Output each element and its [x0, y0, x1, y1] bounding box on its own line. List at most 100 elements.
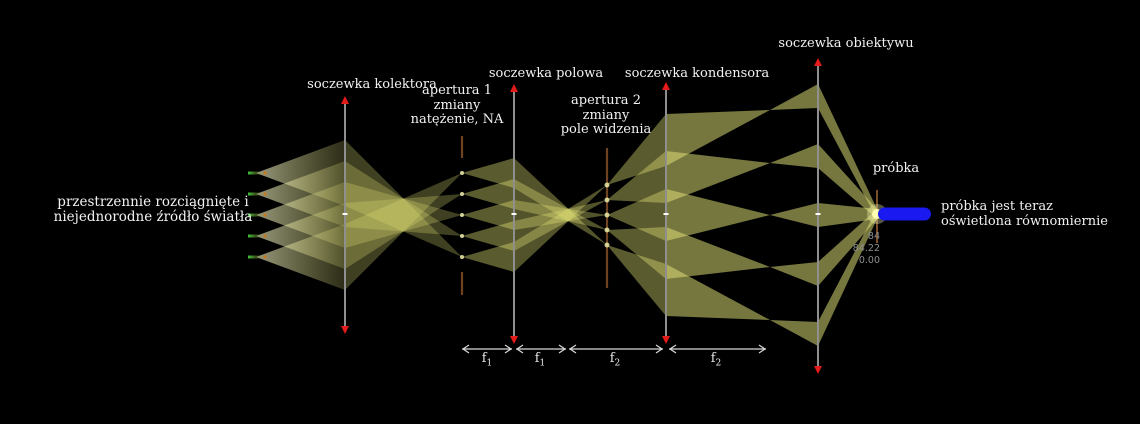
aperture-2-label-line3: pole widzenia: [560, 122, 652, 137]
aperture-1-label-line1: apertura 1: [422, 83, 492, 98]
focus-spot: [604, 227, 610, 233]
ray-band: [462, 242, 514, 272]
objective-handle-top[interactable]: [814, 58, 822, 66]
source-dot: [263, 192, 267, 196]
ray-band: [607, 189, 666, 241]
condenser-handle-top[interactable]: [662, 82, 670, 90]
source-point[interactable]: [248, 192, 263, 196]
field-handle-bottom[interactable]: [510, 336, 518, 344]
ray-band: [666, 84, 818, 166]
aperture-2-label-line2: zmiany: [582, 107, 630, 123]
arrowhead-right: [558, 344, 567, 354]
collector-handle-bottom[interactable]: [341, 326, 349, 334]
focus-spot: [460, 255, 464, 259]
ray-band: [462, 221, 514, 251]
lens-center-mark: [511, 213, 517, 215]
focus-spot: [604, 212, 610, 218]
objective-to-sample: [818, 84, 877, 346]
aperture1-to-field: [462, 158, 514, 272]
readout-line2: 84.22: [852, 243, 880, 254]
ray-band: [345, 182, 462, 248]
arrowhead-left: [568, 344, 577, 354]
focus-spot: [460, 234, 464, 238]
field-lens-label: soczewka polowa: [488, 66, 604, 81]
condenser-to-objective: [666, 84, 818, 346]
readout-line3: 0.00: [858, 255, 880, 266]
source-point[interactable]: [248, 213, 263, 217]
lens-center-marks: [342, 213, 821, 215]
ray-band: [514, 158, 607, 245]
ray-band: [666, 144, 818, 203]
lens-center-mark: [815, 213, 821, 215]
objective-handle-bottom[interactable]: [814, 366, 822, 374]
distance-label-f2b: f2: [710, 351, 722, 371]
source-point[interactable]: [248, 234, 263, 238]
aperture-1-label-line3: natężenie, NA: [410, 112, 504, 127]
f-base: f: [710, 351, 716, 366]
arrowhead-left: [461, 344, 470, 354]
distance-label-f1b: f1: [534, 351, 546, 371]
arrowhead-right: [504, 344, 513, 354]
f-sub: 2: [614, 358, 621, 369]
focus-spot: [604, 242, 610, 248]
source-points: [248, 171, 267, 259]
collector-handle-top[interactable]: [341, 96, 349, 104]
coordinate-readout: 84 84.22 0.00: [810, 231, 880, 267]
distance-arrows: [461, 344, 767, 354]
focus-spot: [604, 197, 610, 203]
field-to-aperture2: [514, 158, 607, 272]
result-description-label: próbka jest teraz oświetlona równomierni…: [941, 199, 1108, 229]
ray-band: [345, 140, 462, 257]
ray-band: [514, 200, 607, 230]
source-dot: [263, 255, 267, 259]
f-sub: 1: [486, 358, 493, 369]
lens-handles: [341, 58, 822, 374]
ray-band: [607, 114, 666, 185]
aperture-1-label-line2: zmiany: [433, 97, 481, 113]
field-handle-top[interactable]: [510, 84, 518, 92]
focus-spot: [460, 213, 464, 217]
lens-center-mark: [663, 213, 669, 215]
ray-band: [462, 179, 514, 209]
ray-band: [818, 203, 877, 227]
f-base: f: [481, 351, 487, 366]
ray-fan: [256, 224, 345, 290]
focus-spot: [604, 182, 610, 188]
aperture-2-label: apertura 2 zmiany pole widzenia: [560, 93, 652, 138]
distance-label-f1a: f1: [481, 351, 493, 371]
f-base: f: [534, 351, 540, 366]
ray-band: [666, 189, 818, 241]
ray-band: [607, 245, 666, 316]
condenser-handle-bottom[interactable]: [662, 336, 670, 344]
source-point[interactable]: [248, 171, 263, 175]
source-description-line1: przestrzennie rozciągnięte i: [57, 194, 249, 210]
ray-band: [818, 84, 877, 219]
ray-band: [345, 161, 462, 236]
light-rays: [256, 84, 887, 346]
ray-band: [345, 173, 462, 290]
f-sub: 2: [715, 358, 722, 369]
aperture2-to-condenser: [607, 114, 666, 316]
result-line2: oświetlona równomiernie: [941, 214, 1108, 229]
collector-lens-label: soczewka kolektora: [307, 77, 437, 92]
source-fans: [256, 140, 345, 290]
source-dot: [263, 213, 267, 217]
source-point[interactable]: [248, 255, 263, 259]
source-description-line2: niejednorodne źródło światła: [53, 209, 253, 225]
ray-band: [818, 209, 877, 346]
sample-object[interactable]: [878, 207, 931, 221]
arrowhead-left: [515, 344, 524, 354]
ray-band: [607, 151, 666, 203]
arrowhead-right: [758, 344, 767, 354]
sample-label: próbka: [872, 161, 920, 176]
source-description-label: przestrzennie rozciągnięte i niejednorod…: [53, 195, 253, 225]
ray-band: [818, 209, 877, 286]
focus-spot: [460, 192, 464, 196]
arrowhead-right: [655, 344, 664, 354]
f-sub: 1: [539, 358, 546, 369]
result-line1: próbka jest teraz: [941, 199, 1053, 214]
ray-band: [818, 144, 877, 219]
aperture-2-label-line1: apertura 2: [571, 93, 641, 108]
